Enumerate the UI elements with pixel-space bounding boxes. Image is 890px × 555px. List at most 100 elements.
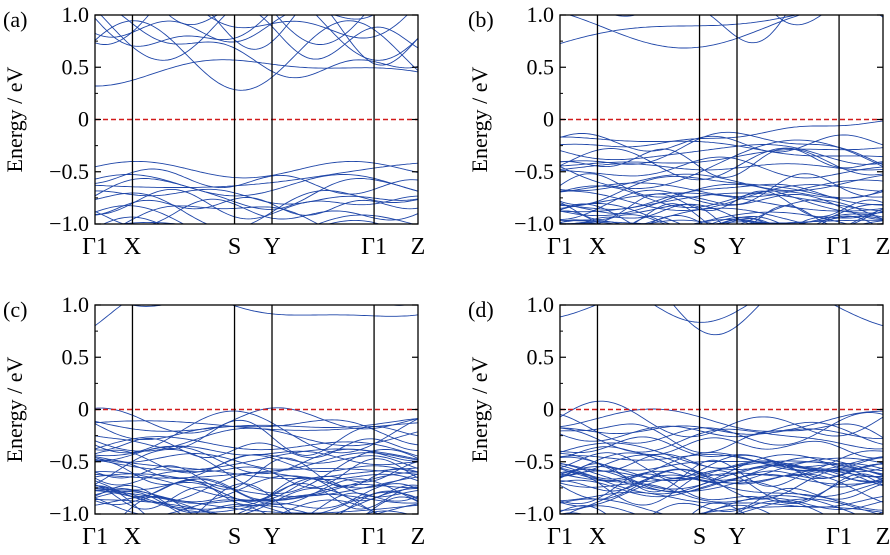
conduction-band-2 — [653, 305, 749, 323]
band-lines — [560, 305, 883, 514]
kpoint-label-0: Γ1 — [547, 234, 573, 260]
valence-band-13 — [95, 448, 418, 494]
kpoint-label-5: Z — [411, 234, 426, 260]
valence-band-30 — [95, 487, 380, 514]
valence-band-36 — [95, 449, 418, 474]
valence-band-12 — [560, 192, 883, 212]
valence-band-28 — [560, 131, 883, 166]
ytick-label: 1.0 — [527, 2, 555, 27]
valence-band-41 — [560, 473, 883, 505]
valence-band-29 — [560, 460, 883, 483]
valence-band-33 — [560, 453, 883, 479]
valence-band-21 — [95, 483, 418, 514]
ytick-label: 0 — [543, 397, 554, 422]
kpoint-label-0: Γ1 — [82, 234, 108, 260]
valence-band-33 — [560, 173, 883, 206]
valence-band-37 — [568, 216, 773, 224]
valence-band-10 — [560, 423, 883, 454]
conduction-band-9 — [168, 15, 418, 60]
kpoint-label-1: X — [124, 234, 141, 260]
kpoint-label-1: X — [589, 524, 606, 550]
valence-band-37 — [560, 412, 883, 446]
ytick-label: −1.0 — [49, 211, 89, 236]
kpoint-label-5: Z — [876, 524, 890, 550]
conduction-band-3 — [95, 15, 418, 66]
ytick-label: 0 — [78, 397, 89, 422]
kpoint-label-4: Γ1 — [826, 234, 852, 260]
ytick-label: −0.5 — [514, 449, 554, 474]
valence-band-38 — [95, 488, 418, 514]
kpoint-label-3: Y — [728, 234, 745, 260]
valence-band-28 — [95, 477, 418, 502]
valence-band-25 — [560, 147, 883, 167]
valence-band-14 — [95, 162, 418, 188]
valence-band-40 — [560, 183, 883, 210]
conduction-band-8 — [206, 15, 408, 39]
valence-band-41 — [568, 213, 883, 224]
valence-band-9 — [116, 221, 181, 224]
valence-band-33 — [95, 458, 418, 489]
valence-band-39 — [560, 452, 883, 481]
valence-band-41 — [95, 487, 418, 514]
valence-band-15 — [122, 205, 319, 224]
kpoint-label-4: Γ1 — [361, 524, 387, 550]
kpoint-label-1: X — [589, 234, 606, 260]
valence-band-4 — [95, 190, 418, 224]
valence-band-24 — [95, 407, 418, 434]
ytick-label: −0.5 — [49, 449, 89, 474]
valence-band-14 — [95, 491, 418, 514]
conduction-band-1 — [709, 15, 883, 44]
kpoint-label-2: S — [693, 524, 706, 550]
valence-band-30 — [560, 457, 883, 493]
valence-band-16 — [95, 188, 418, 220]
y-axis-label: Energy / eV — [2, 66, 27, 172]
ytick-label: −1.0 — [514, 211, 554, 236]
band-lines — [95, 305, 418, 514]
conduction-band-1 — [230, 305, 418, 317]
ytick-label: 1.0 — [62, 2, 90, 27]
valence-band-19 — [95, 437, 418, 459]
valence-band-13 — [95, 168, 418, 195]
conduction-band-0 — [95, 305, 409, 327]
valence-band-2 — [95, 205, 415, 224]
ytick-label: 0.5 — [62, 54, 90, 79]
valence-band-21 — [560, 425, 883, 440]
valence-band-4 — [560, 452, 883, 481]
conduction-band-5 — [95, 59, 418, 87]
valence-band-13 — [560, 203, 883, 224]
valence-band-39 — [95, 436, 418, 457]
conduction-band-1 — [672, 305, 761, 336]
valence-band-26 — [560, 452, 883, 479]
valence-band-0 — [560, 120, 883, 148]
y-axis-label: Energy / eV — [2, 356, 27, 462]
valence-band-29 — [279, 499, 379, 514]
kpoint-label-3: Y — [263, 234, 280, 260]
valence-band-39 — [560, 219, 623, 224]
valence-band-0 — [95, 160, 418, 179]
valence-band-24 — [560, 408, 883, 432]
valence-band-22 — [566, 504, 772, 514]
y-axis-label: Energy / eV — [467, 356, 492, 462]
valence-band-40 — [95, 483, 418, 504]
ytick-label: 1.0 — [62, 292, 90, 317]
panel-label: (d) — [468, 297, 494, 322]
valence-band-3 — [560, 452, 883, 490]
valence-band-1 — [560, 482, 883, 510]
valence-band-19 — [560, 190, 883, 221]
valence-band-1 — [123, 495, 418, 514]
kpoint-label-4: Γ1 — [361, 234, 387, 260]
valence-band-5 — [95, 198, 418, 224]
ytick-label: 0 — [78, 107, 89, 132]
kpoint-label-5: Z — [876, 234, 890, 260]
panel-label: (c) — [3, 297, 27, 322]
ytick-label: 0 — [543, 107, 554, 132]
valence-band-36 — [691, 211, 850, 224]
band-lines — [95, 15, 418, 224]
conduction-band-2 — [100, 15, 418, 61]
panel-label: (b) — [468, 7, 494, 32]
kpoint-label-1: X — [124, 524, 141, 550]
